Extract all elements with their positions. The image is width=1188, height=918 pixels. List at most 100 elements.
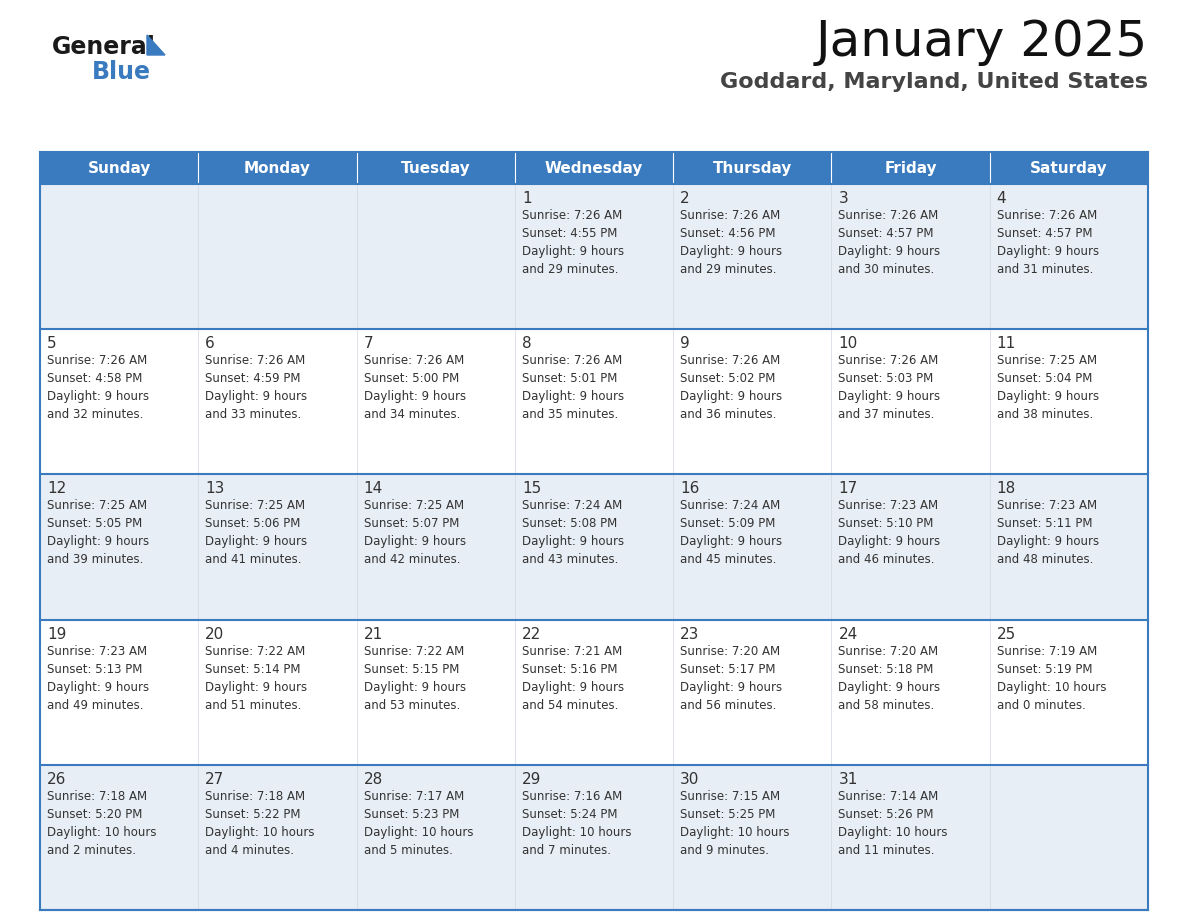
Bar [198, 330, 356, 475]
Text: Sunrise: 7:21 AM
Sunset: 5:16 PM
Daylight: 9 hours
and 54 minutes.: Sunrise: 7:21 AM Sunset: 5:16 PM Dayligh… [522, 644, 624, 711]
Text: General: General [52, 35, 156, 59]
Text: Sunrise: 7:26 AM
Sunset: 4:59 PM
Daylight: 9 hours
and 33 minutes.: Sunrise: 7:26 AM Sunset: 4:59 PM Dayligh… [206, 354, 308, 421]
Text: 26: 26 [48, 772, 67, 787]
Bar [832, 475, 990, 620]
Bar [990, 620, 1148, 765]
Text: 6: 6 [206, 336, 215, 352]
Bar [674, 330, 832, 475]
Text: Sunrise: 7:25 AM
Sunset: 5:07 PM
Daylight: 9 hours
and 42 minutes.: Sunrise: 7:25 AM Sunset: 5:07 PM Dayligh… [364, 499, 466, 566]
Text: Wednesday: Wednesday [545, 161, 643, 175]
Bar [990, 184, 1148, 330]
Bar [514, 620, 674, 765]
Bar [40, 152, 198, 184]
Bar [356, 475, 514, 620]
Text: Saturday: Saturday [1030, 161, 1107, 175]
Text: Sunrise: 7:26 AM
Sunset: 4:56 PM
Daylight: 9 hours
and 29 minutes.: Sunrise: 7:26 AM Sunset: 4:56 PM Dayligh… [681, 209, 782, 276]
Bar [674, 152, 832, 184]
Text: Sunrise: 7:23 AM
Sunset: 5:10 PM
Daylight: 9 hours
and 46 minutes.: Sunrise: 7:23 AM Sunset: 5:10 PM Dayligh… [839, 499, 941, 566]
Text: Sunrise: 7:26 AM
Sunset: 4:57 PM
Daylight: 9 hours
and 31 minutes.: Sunrise: 7:26 AM Sunset: 4:57 PM Dayligh… [997, 209, 1099, 276]
Bar [674, 184, 832, 330]
Bar [674, 475, 832, 620]
Text: Sunrise: 7:26 AM
Sunset: 4:57 PM
Daylight: 9 hours
and 30 minutes.: Sunrise: 7:26 AM Sunset: 4:57 PM Dayligh… [839, 209, 941, 276]
Text: 9: 9 [681, 336, 690, 352]
Text: Sunrise: 7:18 AM
Sunset: 5:22 PM
Daylight: 10 hours
and 4 minutes.: Sunrise: 7:18 AM Sunset: 5:22 PM Dayligh… [206, 789, 315, 856]
Text: Sunrise: 7:24 AM
Sunset: 5:09 PM
Daylight: 9 hours
and 45 minutes.: Sunrise: 7:24 AM Sunset: 5:09 PM Dayligh… [681, 499, 782, 566]
Bar [832, 765, 990, 910]
Text: Sunrise: 7:26 AM
Sunset: 5:01 PM
Daylight: 9 hours
and 35 minutes.: Sunrise: 7:26 AM Sunset: 5:01 PM Dayligh… [522, 354, 624, 421]
Bar [514, 152, 674, 184]
Text: 5: 5 [48, 336, 57, 352]
Text: 12: 12 [48, 481, 67, 497]
Text: 25: 25 [997, 627, 1016, 642]
Text: 4: 4 [997, 191, 1006, 206]
Bar [990, 765, 1148, 910]
Text: Sunrise: 7:22 AM
Sunset: 5:15 PM
Daylight: 9 hours
and 53 minutes.: Sunrise: 7:22 AM Sunset: 5:15 PM Dayligh… [364, 644, 466, 711]
Polygon shape [147, 35, 165, 55]
Bar [356, 184, 514, 330]
Bar [832, 184, 990, 330]
Bar [832, 152, 990, 184]
Bar [40, 184, 198, 330]
Text: Goddard, Maryland, United States: Goddard, Maryland, United States [720, 72, 1148, 92]
Text: Sunrise: 7:25 AM
Sunset: 5:04 PM
Daylight: 9 hours
and 38 minutes.: Sunrise: 7:25 AM Sunset: 5:04 PM Dayligh… [997, 354, 1099, 421]
Text: 18: 18 [997, 481, 1016, 497]
Bar [198, 620, 356, 765]
Text: Sunrise: 7:26 AM
Sunset: 4:58 PM
Daylight: 9 hours
and 32 minutes.: Sunrise: 7:26 AM Sunset: 4:58 PM Dayligh… [48, 354, 150, 421]
Text: Sunrise: 7:23 AM
Sunset: 5:11 PM
Daylight: 9 hours
and 48 minutes.: Sunrise: 7:23 AM Sunset: 5:11 PM Dayligh… [997, 499, 1099, 566]
Text: 8: 8 [522, 336, 531, 352]
Bar [832, 620, 990, 765]
Bar [198, 475, 356, 620]
Text: 7: 7 [364, 336, 373, 352]
Text: Thursday: Thursday [713, 161, 792, 175]
Text: Friday: Friday [884, 161, 937, 175]
Text: Monday: Monday [244, 161, 311, 175]
Bar [198, 152, 356, 184]
Text: 21: 21 [364, 627, 383, 642]
Bar [514, 330, 674, 475]
Text: Sunrise: 7:26 AM
Sunset: 5:02 PM
Daylight: 9 hours
and 36 minutes.: Sunrise: 7:26 AM Sunset: 5:02 PM Dayligh… [681, 354, 782, 421]
Bar [514, 184, 674, 330]
Text: Sunrise: 7:24 AM
Sunset: 5:08 PM
Daylight: 9 hours
and 43 minutes.: Sunrise: 7:24 AM Sunset: 5:08 PM Dayligh… [522, 499, 624, 566]
Text: Sunrise: 7:20 AM
Sunset: 5:17 PM
Daylight: 9 hours
and 56 minutes.: Sunrise: 7:20 AM Sunset: 5:17 PM Dayligh… [681, 644, 782, 711]
Text: Sunrise: 7:19 AM
Sunset: 5:19 PM
Daylight: 10 hours
and 0 minutes.: Sunrise: 7:19 AM Sunset: 5:19 PM Dayligh… [997, 644, 1106, 711]
Text: Sunrise: 7:14 AM
Sunset: 5:26 PM
Daylight: 10 hours
and 11 minutes.: Sunrise: 7:14 AM Sunset: 5:26 PM Dayligh… [839, 789, 948, 856]
Bar [40, 475, 198, 620]
Text: 2: 2 [681, 191, 690, 206]
Text: 24: 24 [839, 627, 858, 642]
Text: 13: 13 [206, 481, 225, 497]
Text: Sunrise: 7:15 AM
Sunset: 5:25 PM
Daylight: 10 hours
and 9 minutes.: Sunrise: 7:15 AM Sunset: 5:25 PM Dayligh… [681, 789, 790, 856]
Text: Sunrise: 7:26 AM
Sunset: 4:55 PM
Daylight: 9 hours
and 29 minutes.: Sunrise: 7:26 AM Sunset: 4:55 PM Dayligh… [522, 209, 624, 276]
Text: Blue: Blue [91, 60, 151, 84]
Bar [990, 475, 1148, 620]
Bar [832, 330, 990, 475]
Text: Sunrise: 7:25 AM
Sunset: 5:05 PM
Daylight: 9 hours
and 39 minutes.: Sunrise: 7:25 AM Sunset: 5:05 PM Dayligh… [48, 499, 150, 566]
Bar [356, 765, 514, 910]
Text: Sunrise: 7:18 AM
Sunset: 5:20 PM
Daylight: 10 hours
and 2 minutes.: Sunrise: 7:18 AM Sunset: 5:20 PM Dayligh… [48, 789, 157, 856]
Text: Sunrise: 7:26 AM
Sunset: 5:03 PM
Daylight: 9 hours
and 37 minutes.: Sunrise: 7:26 AM Sunset: 5:03 PM Dayligh… [839, 354, 941, 421]
Text: Sunrise: 7:20 AM
Sunset: 5:18 PM
Daylight: 9 hours
and 58 minutes.: Sunrise: 7:20 AM Sunset: 5:18 PM Dayligh… [839, 644, 941, 711]
Text: Sunrise: 7:25 AM
Sunset: 5:06 PM
Daylight: 9 hours
and 41 minutes.: Sunrise: 7:25 AM Sunset: 5:06 PM Dayligh… [206, 499, 308, 566]
Text: 22: 22 [522, 627, 541, 642]
Text: 1: 1 [522, 191, 531, 206]
Text: 20: 20 [206, 627, 225, 642]
Bar [674, 765, 832, 910]
Text: Tuesday: Tuesday [400, 161, 470, 175]
Text: 29: 29 [522, 772, 542, 787]
Text: 16: 16 [681, 481, 700, 497]
Bar [198, 184, 356, 330]
Text: 10: 10 [839, 336, 858, 352]
Text: 14: 14 [364, 481, 383, 497]
Text: 23: 23 [681, 627, 700, 642]
Bar [356, 330, 514, 475]
Text: 30: 30 [681, 772, 700, 787]
Bar [356, 152, 514, 184]
Bar [198, 765, 356, 910]
Text: 3: 3 [839, 191, 848, 206]
Bar [514, 765, 674, 910]
Bar [40, 765, 198, 910]
Bar [40, 620, 198, 765]
Bar [40, 330, 198, 475]
Text: 11: 11 [997, 336, 1016, 352]
Bar [674, 620, 832, 765]
Text: 17: 17 [839, 481, 858, 497]
